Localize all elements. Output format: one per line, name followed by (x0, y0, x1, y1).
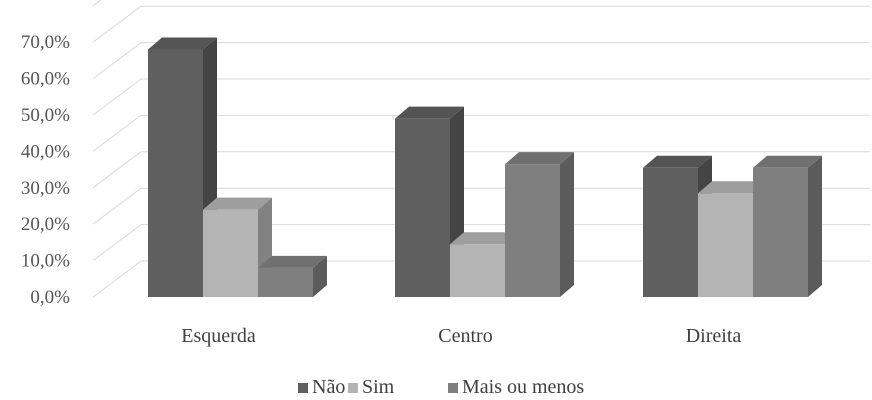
bar-top (753, 155, 822, 168)
bar-front (395, 118, 450, 297)
y-tick-label: 50,0% (21, 105, 70, 126)
y-tick-label: 0,0% (30, 287, 70, 308)
bar-front (450, 244, 505, 297)
y-tick-label: 70,0% (21, 32, 70, 53)
bar-front (643, 167, 698, 297)
gridline-depth (92, 151, 142, 189)
bar-front (203, 209, 258, 297)
bar-front (148, 49, 203, 298)
gridline-depth (92, 224, 142, 262)
category-label: Esquerda (181, 325, 256, 347)
bar-top (643, 155, 712, 168)
gridline-depth (92, 187, 142, 225)
legend-label: Mais ou menos (462, 376, 584, 398)
category-label: Centro (438, 325, 492, 347)
category-label: Direita (686, 325, 742, 347)
y-tick-label: 20,0% (21, 214, 70, 235)
bar-top (505, 152, 574, 165)
x-axis-categories: Esquerda Centro Direita (181, 325, 741, 347)
bar-front (698, 193, 753, 297)
bar-top (148, 37, 217, 50)
bar-front (753, 167, 808, 297)
bar-top (395, 106, 464, 119)
bar (753, 155, 822, 297)
gridline-depth (92, 5, 142, 43)
gridline-depth (92, 42, 142, 79)
legend-swatch (448, 383, 458, 393)
bar-front (505, 164, 560, 297)
bar-top (203, 197, 272, 210)
legend-item: Sim (348, 376, 395, 398)
legend-label: Não (312, 376, 345, 398)
bars (148, 37, 822, 298)
bar-top (698, 181, 767, 194)
bar (203, 197, 272, 297)
gridline-depth (92, 78, 142, 116)
y-axis-ticks: 0,0% 10,0% 20,0% 30,0% 40,0% 50,0% 60,0% 70,0% (21, 32, 70, 308)
bar-side (808, 155, 822, 297)
y-tick-label: 40,0% (21, 141, 70, 162)
gridline-depth (92, 0, 102, 7)
bar-top (258, 255, 327, 268)
y-tick-label: 30,0% (21, 178, 70, 199)
legend-item: Mais ou menos (448, 376, 584, 398)
gridline-depth (92, 115, 142, 152)
bar (505, 152, 574, 297)
legend-item: Não (298, 376, 345, 398)
bar-side (313, 255, 327, 297)
legend: Não Sim Mais ou menos (298, 376, 584, 398)
legend-swatch (348, 383, 358, 393)
legend-label: Sim (362, 376, 395, 398)
gridline-depth (92, 260, 142, 298)
bar (258, 255, 327, 297)
legend-swatch (298, 383, 308, 393)
bar-top (450, 232, 519, 245)
bar-side (560, 152, 574, 297)
y-tick-label: 10,0% (21, 251, 70, 272)
y-tick-label: 60,0% (21, 69, 70, 90)
bar-front (258, 267, 313, 297)
